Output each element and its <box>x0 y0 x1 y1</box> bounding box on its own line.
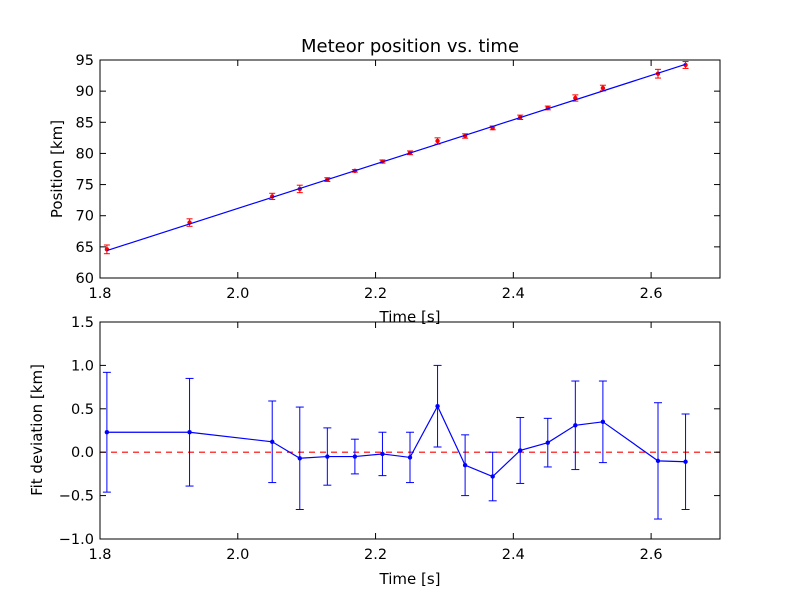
position-y-tick-label: 60 <box>76 271 94 287</box>
residual-data-point <box>490 474 495 479</box>
residual-data-point <box>325 454 330 459</box>
position-data-point <box>104 247 110 252</box>
residual-axes-frame <box>99 321 721 540</box>
position-x-tick-label: 2.0 <box>226 286 249 302</box>
position-y-tick-label: 75 <box>76 178 94 194</box>
position-plot-area <box>103 61 689 255</box>
position-ticks: 1.8 2.0 2.2 2.4 2.6 60 65 70 75 80 85 90 95 <box>76 53 720 302</box>
position-x-tick-label: 2.4 <box>502 286 525 302</box>
residual-plot-area <box>100 364 720 520</box>
residual-data-point <box>435 403 440 409</box>
residual-data-point <box>573 423 578 428</box>
residual-y-label: Fit deviation [km] <box>28 364 46 496</box>
position-y-tick-label: 80 <box>76 146 94 162</box>
residual-ticks: 1.8 2.0 2.2 2.4 2.6 −1.0 −0.5 0.0 0.5 1.0 1.5 <box>59 315 720 563</box>
residual-data-point <box>655 458 661 464</box>
residual-y-tick-label: 1.0 <box>71 358 94 374</box>
residual-y-tick-label: −1.0 <box>59 532 94 548</box>
residual-data-point <box>352 454 358 459</box>
residual-data-point <box>600 419 606 425</box>
residual-x-tick-label: 1.8 <box>88 547 111 563</box>
position-y-tick-label: 70 <box>76 209 94 225</box>
residual-y-tick-label: −0.5 <box>59 489 94 505</box>
residual-data-point <box>545 440 550 445</box>
residual-y-tick-label: 1.5 <box>71 315 94 331</box>
residual-x-label: Time [s] <box>379 570 441 588</box>
residual-x-tick-label: 2.2 <box>364 547 387 563</box>
residual-data-point <box>518 448 523 453</box>
position-y-tick-label: 90 <box>76 84 94 100</box>
residual-chart: 1.8 2.0 2.2 2.4 2.6 −1.0 −0.5 0.0 0.5 1.0 1.5 Time… <box>28 315 721 588</box>
position-x-tick-label: 1.8 <box>88 286 111 302</box>
position-y-label: Position [km] <box>48 120 66 218</box>
residual-data-point <box>380 451 385 457</box>
residual-data-point <box>462 463 468 468</box>
position-chart: Meteor position vs. time 1.8 2.0 2.2 2.4 2.6… <box>48 36 721 326</box>
position-data-point <box>435 138 440 144</box>
fit-line <box>106 63 686 252</box>
residual-data-point <box>297 456 302 461</box>
residual-x-tick-label: 2.6 <box>640 547 663 563</box>
residual-data-point <box>270 439 275 444</box>
position-chart-title: Meteor position vs. time <box>301 36 519 57</box>
position-y-tick-label: 85 <box>76 115 94 131</box>
residual-data-point <box>104 430 110 435</box>
residual-y-tick-label: 0.0 <box>71 445 94 461</box>
position-y-tick-label: 65 <box>76 240 94 256</box>
position-y-tick-label: 95 <box>76 53 94 69</box>
residual-data-point <box>187 430 192 435</box>
residual-data-point <box>407 455 413 460</box>
residual-line <box>106 404 686 478</box>
position-x-tick-label: 2.6 <box>640 286 663 302</box>
position-axes-frame <box>99 59 721 279</box>
position-x-tick-label: 2.2 <box>364 286 387 302</box>
residual-y-tick-label: 0.5 <box>71 402 94 418</box>
residual-data-point <box>683 459 688 464</box>
residual-x-tick-label: 2.4 <box>502 547 525 563</box>
residual-x-tick-label: 2.0 <box>226 547 249 563</box>
position-x-label: Time [s] <box>379 308 441 326</box>
position-data-point <box>600 85 606 91</box>
